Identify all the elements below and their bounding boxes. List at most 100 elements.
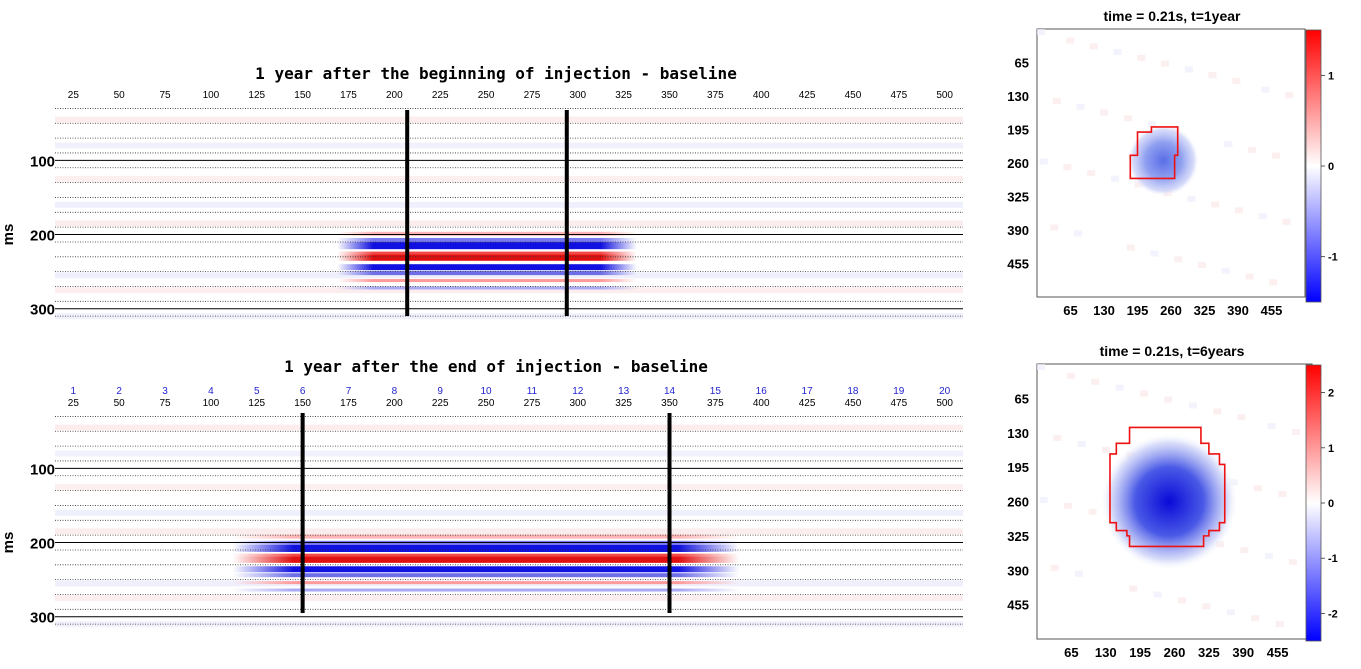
noise-patch	[1197, 261, 1206, 268]
x-tick-label: 150	[294, 90, 311, 101]
noise-patch	[1140, 390, 1149, 397]
background-band	[55, 220, 963, 227]
noise-patch	[1110, 175, 1119, 182]
anomaly-band	[232, 581, 740, 585]
anomaly-band	[337, 252, 637, 261]
y-tick-label: 325	[1007, 190, 1029, 205]
y-tick-label: 65	[1015, 391, 1029, 406]
colorbar-tick-label: -2	[1328, 608, 1338, 620]
noise-patch	[1050, 564, 1059, 571]
noise-patch	[1187, 195, 1196, 202]
noise-patch	[1226, 609, 1235, 616]
x-tick-label: 455	[1267, 645, 1289, 660]
y-axis-label: ms	[0, 224, 17, 246]
x-tick-label: 100	[203, 90, 220, 101]
y-tick-label: 65	[1015, 56, 1029, 71]
x-tick-label: 50	[114, 90, 126, 101]
anomaly-band	[232, 554, 740, 563]
trace-number-label: 19	[893, 386, 905, 397]
x-tick-label: 300	[569, 398, 586, 409]
x-tick-label: 250	[478, 398, 495, 409]
anomaly-band	[232, 566, 740, 573]
x-tick-label: 500	[936, 398, 953, 409]
x-tick-label: 130	[1095, 645, 1117, 660]
y-tick-label: 130	[1007, 426, 1029, 441]
anomaly-band	[337, 286, 637, 290]
x-tick-label: 450	[845, 90, 862, 101]
noise-patch	[1245, 273, 1254, 280]
noise-patch	[1052, 98, 1061, 105]
noise-patch	[1177, 597, 1186, 604]
background-band	[55, 272, 963, 279]
trace-number-label: 6	[300, 386, 306, 397]
y-tick-label: 195	[1007, 460, 1029, 475]
colorbar	[1305, 29, 1322, 303]
x-tick-label: 175	[340, 90, 357, 101]
seismic-plot-top: 100 200 300 ms 25 50 75 100 125 150 175 200 225 250 27…	[0, 90, 963, 320]
y-tick-label: 455	[1007, 598, 1029, 613]
trace-number-label: 3	[162, 386, 168, 397]
background-band	[55, 528, 963, 535]
background-band	[55, 313, 963, 320]
x-tick-label: 275	[524, 90, 541, 101]
noise-patch	[1076, 103, 1085, 110]
noise-patch	[1037, 364, 1045, 370]
x-tick-label: 25	[68, 90, 80, 101]
y-tick-label: 100	[30, 153, 55, 170]
x-tick-label: 475	[890, 90, 907, 101]
colorbar-tick-label: -1	[1328, 553, 1338, 565]
map-panel-bottom: time = 0.21s, t=6years 65 130 195 260 325 390…	[975, 335, 1361, 669]
noise-patch	[1126, 244, 1135, 251]
noise-patch	[1232, 77, 1241, 84]
map-title-top: time = 0.21s, t=1year	[1103, 8, 1241, 24]
background-band	[55, 509, 963, 516]
anomaly-band	[232, 553, 740, 557]
noise-patch	[1269, 279, 1278, 286]
y-tick-label: 200	[30, 228, 55, 245]
background-band	[55, 201, 963, 208]
noise-patch	[1285, 92, 1294, 99]
x-tick-label: 150	[294, 398, 311, 409]
x-tick-label: 130	[1093, 303, 1115, 318]
background-band	[55, 116, 963, 123]
anomaly-band	[232, 540, 740, 549]
noise-patch	[1161, 60, 1170, 67]
plume-outline	[1129, 126, 1179, 180]
colorbar-tick-label: -1	[1328, 252, 1338, 264]
noise-patch	[1153, 591, 1162, 598]
x-tick-label: 350	[661, 398, 678, 409]
x-tick-label: 300	[569, 90, 586, 101]
noise-patch	[1251, 615, 1260, 622]
x-tick-label: 425	[799, 90, 816, 101]
x-tick-label: 450	[845, 398, 862, 409]
noise-patch	[1221, 267, 1230, 274]
noise-patch	[1237, 414, 1246, 421]
trace-number-label: 9	[437, 386, 443, 397]
anomaly-band	[337, 242, 637, 250]
noise-patch	[1066, 372, 1075, 379]
noise-patch	[1275, 621, 1284, 628]
colorbar-tick-label: 1	[1328, 443, 1334, 455]
y-tick-label: 200	[30, 536, 55, 553]
y-tick-label: 300	[30, 610, 55, 627]
x-tick-label: 195	[1129, 645, 1151, 660]
noise-patch	[1039, 158, 1048, 165]
noise-patch	[1213, 408, 1222, 415]
y-tick-label: 195	[1007, 123, 1029, 138]
anomaly-band	[337, 279, 637, 283]
x-tick-label: 200	[386, 90, 403, 101]
background-band	[55, 450, 963, 457]
chart-title-bottom: 1 year after the end of injection - base…	[284, 357, 708, 376]
noise-patch	[1102, 446, 1111, 453]
x-tick-label: 325	[1194, 303, 1216, 318]
x-tick-label: 390	[1227, 303, 1249, 318]
noise-patch	[1115, 384, 1124, 391]
anomaly-band	[337, 251, 637, 255]
x-tick-label: 75	[159, 398, 171, 409]
y-tick-label: 100	[30, 461, 55, 478]
trace-number-label: 4	[208, 386, 214, 397]
noise-patch	[1063, 164, 1072, 171]
noise-patch	[1240, 547, 1249, 554]
y-tick-label: 325	[1007, 529, 1029, 544]
